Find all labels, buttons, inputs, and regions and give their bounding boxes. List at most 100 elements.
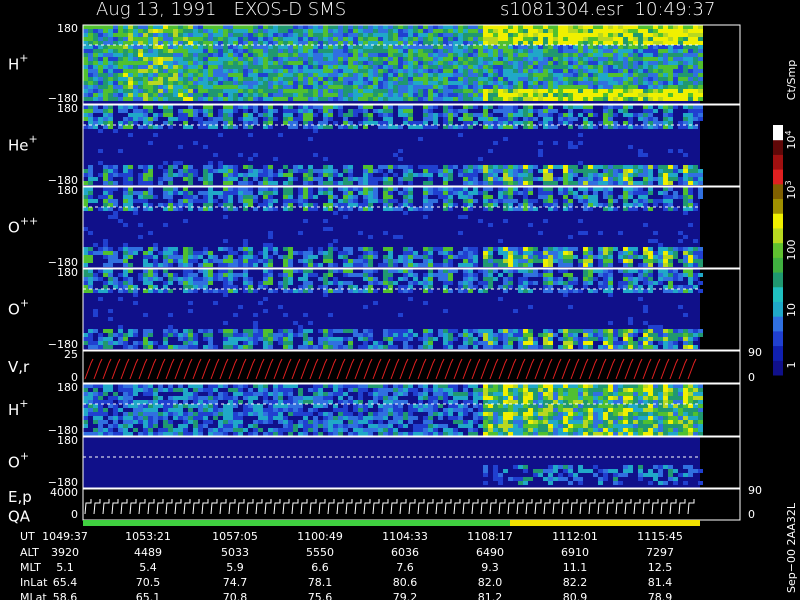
cell [498, 187, 503, 191]
cell [388, 81, 393, 85]
cell [528, 173, 533, 177]
cell [363, 33, 368, 37]
cell [663, 73, 668, 77]
cell [683, 85, 688, 89]
cell [163, 263, 168, 267]
cell [518, 207, 523, 211]
cell [613, 105, 618, 109]
cell [513, 25, 518, 29]
cell [408, 113, 413, 117]
cell [183, 121, 188, 125]
cell [558, 165, 563, 169]
cell [138, 29, 143, 33]
cell [393, 25, 398, 29]
cell [368, 285, 373, 289]
cell [553, 97, 558, 101]
cell [83, 93, 88, 97]
cell [383, 255, 388, 259]
cell [338, 81, 343, 85]
cell [163, 25, 168, 29]
cell [108, 165, 113, 169]
cell [473, 65, 478, 69]
cell [483, 57, 488, 61]
cell [268, 173, 273, 177]
cell [398, 149, 403, 153]
cell [628, 49, 633, 53]
cell [523, 203, 528, 207]
cell [328, 341, 333, 345]
cell [243, 85, 248, 89]
cell [548, 89, 553, 93]
cell [648, 85, 653, 89]
cell [648, 93, 653, 97]
cell [403, 41, 408, 45]
cell [193, 109, 198, 113]
cell [313, 65, 318, 69]
cell [343, 89, 348, 93]
cell [98, 97, 103, 101]
cell [358, 333, 363, 337]
cell [698, 85, 703, 89]
cell [383, 105, 388, 109]
cell [633, 85, 638, 89]
cell [448, 57, 453, 61]
cell [128, 345, 133, 349]
cell [618, 195, 623, 199]
cell [423, 53, 428, 57]
cell [348, 181, 353, 185]
cell [368, 57, 373, 61]
cell [328, 251, 333, 255]
cell [123, 181, 128, 185]
cell [583, 165, 588, 169]
cell [268, 109, 273, 113]
cell [598, 89, 603, 93]
cell [98, 195, 103, 199]
cell [408, 269, 413, 273]
cell [433, 37, 438, 41]
cell [288, 89, 293, 93]
cell [558, 247, 563, 251]
cell [483, 247, 488, 251]
cell [313, 53, 318, 57]
cell [543, 109, 548, 113]
cell [693, 105, 698, 109]
cell [293, 333, 298, 337]
cell [568, 65, 573, 69]
cell [198, 29, 203, 33]
cell [233, 109, 238, 113]
cell [488, 165, 493, 169]
cell [88, 181, 93, 185]
cell [218, 113, 223, 117]
cell [138, 81, 143, 85]
cell [383, 57, 388, 61]
cell [288, 45, 293, 49]
cell [263, 77, 268, 81]
cell [388, 29, 393, 33]
cell [158, 89, 163, 93]
cell [588, 97, 593, 101]
cell [338, 97, 343, 101]
cell [668, 173, 673, 177]
cell [348, 97, 353, 101]
cell [613, 65, 618, 69]
cell [108, 69, 113, 73]
cell [163, 203, 168, 207]
cell [253, 69, 258, 73]
cell [283, 69, 288, 73]
cell [533, 109, 538, 113]
cell [668, 251, 673, 255]
cell [163, 73, 168, 77]
cell [223, 37, 228, 41]
cell [293, 85, 298, 89]
cell [463, 173, 468, 177]
cell [283, 277, 288, 281]
cell [598, 263, 603, 267]
cell [628, 255, 633, 259]
cell [578, 37, 583, 41]
cell [463, 65, 468, 69]
cell [293, 45, 298, 49]
cell [388, 53, 393, 57]
cell [143, 121, 148, 125]
cell [588, 61, 593, 65]
cell [263, 247, 268, 251]
